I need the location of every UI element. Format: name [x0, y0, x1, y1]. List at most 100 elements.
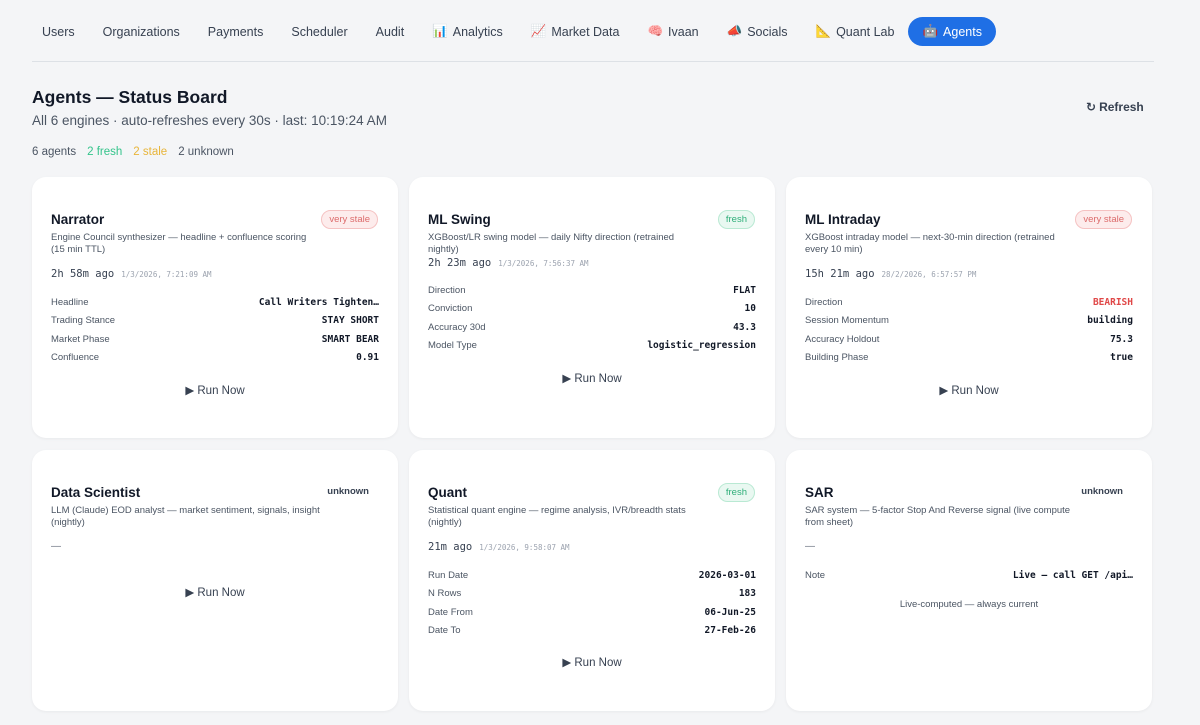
agent-description: Engine Council synthesizer — headline + … [51, 232, 307, 255]
agent-name: Narrator [51, 212, 105, 227]
agent-card-ml-swing: ML Swing fresh XGBoost/LR swing model — … [409, 177, 775, 438]
tab-quant-lab[interactable]: 📐 Quant Lab [802, 17, 909, 46]
metric-row: Model Type logistic_regression [428, 337, 756, 356]
tab-label: Organizations [102, 24, 180, 39]
count-stale: 2 stale [133, 146, 168, 158]
agent-name: SAR [805, 485, 834, 500]
metric-value: BEARISH [1092, 296, 1133, 308]
metric-row: Accuracy Holdout 75.3 [805, 330, 1133, 349]
metrics-list: Note Live — call GET /api… [805, 566, 1133, 585]
agent-description: SAR system — 5-factor Stop And Reverse s… [805, 505, 1071, 528]
agent-card-ml-intraday: ML Intraday very stale XGBoost intraday … [786, 177, 1152, 438]
agent-name: Quant [428, 485, 467, 500]
tab-label: Quant Lab [836, 24, 895, 39]
metric-label: Run Date [428, 569, 469, 581]
robot-icon: 🤖 [922, 24, 939, 38]
last-run-ago: 15h 21m ago [805, 268, 875, 280]
count-total: 6 agents [32, 146, 77, 158]
tab-organizations[interactable]: Organizations [89, 17, 194, 46]
metric-label: Session Momentum [805, 315, 889, 327]
metric-label: N Rows [428, 588, 462, 600]
metric-row: Accuracy 30d 43.3 [428, 318, 756, 337]
metric-value: Live — call GET /api… [1012, 569, 1133, 581]
metric-row: Note Live — call GET /api… [805, 566, 1133, 585]
metric-value: logistic_regression [647, 340, 756, 352]
metric-row: Date To 27-Feb-26 [428, 622, 756, 641]
metric-label: Date From [428, 606, 473, 618]
run-now-button[interactable]: ▶ Run Now [185, 587, 245, 599]
agent-description: XGBoost/LR swing model — daily Nifty dir… [428, 232, 675, 255]
metric-label: Date To [428, 625, 461, 637]
page-subtitle: All 6 engines · auto-refreshes every 30s… [32, 113, 387, 128]
last-run-timestamp: 1/3/2026, 7:21:09 AM [121, 270, 212, 279]
metric-value: 43.3 [733, 321, 756, 333]
metric-label: Accuracy Holdout [805, 333, 880, 345]
metrics-list: Run Date 2026-03-01 N Rows 183 Date From 06… [428, 566, 756, 640]
tab-agents[interactable]: 🤖 Agents [908, 17, 996, 46]
metrics-list: Direction FLAT Conviction 10 Accuracy 30d 4… [428, 281, 756, 355]
refresh-button[interactable]: ↻ Refresh [1086, 100, 1144, 114]
run-now-button[interactable]: ▶ Run Now [562, 657, 622, 669]
metric-label: Direction [428, 284, 466, 296]
tab-market-data[interactable]: 📈 Market Data [517, 17, 634, 46]
last-run-ago: 2h 58m ago [51, 268, 115, 280]
status-badge: very stale [321, 210, 378, 229]
metric-label: Note [805, 569, 826, 581]
tab-scheduler[interactable]: Scheduler [277, 17, 361, 46]
metric-value: 75.3 [1110, 333, 1133, 345]
run-now-button[interactable]: ▶ Run Now [185, 385, 245, 397]
tab-label: Payments [207, 24, 264, 39]
tab-label: Analytics [452, 24, 503, 39]
page-title: Agents — Status Board [32, 87, 228, 107]
metric-row: Confluence 0.91 [51, 349, 379, 368]
tab-label: Market Data [551, 24, 620, 39]
tab-label: Audit [375, 24, 405, 39]
tab-analytics[interactable]: 📊 Analytics [418, 17, 517, 46]
metric-row: Trading Stance STAY SHORT [51, 312, 379, 331]
status-badge: unknown [327, 486, 369, 497]
run-now-button[interactable]: ▶ Run Now [562, 373, 622, 385]
run-now-button[interactable]: ▶ Run Now [939, 385, 999, 397]
last-run-empty: — [805, 541, 815, 552]
tab-label: Socials [747, 24, 788, 39]
metric-value: Call Writers Tighten… [258, 296, 379, 308]
metrics-list: Direction BEARISH Session Momentum buildin… [805, 293, 1133, 367]
metric-label: Conviction [428, 303, 473, 315]
tab-payments[interactable]: Payments [194, 17, 278, 46]
metric-value: 27-Feb-26 [704, 625, 756, 637]
tab-label: Agents [943, 24, 982, 39]
agent-name: Data Scientist [51, 485, 141, 500]
metric-label: Model Type [428, 340, 477, 352]
metric-row: Direction BEARISH [805, 293, 1133, 312]
metric-value: 10 [744, 303, 756, 315]
last-run: 21m ago 1/3/2026, 9:58:07 AM [428, 541, 570, 553]
last-run-ago: 2h 23m ago [428, 257, 492, 269]
bar-chart-icon: 📊 [432, 24, 448, 38]
metric-value: 0.91 [356, 352, 379, 364]
status-badge: fresh [717, 483, 755, 502]
metric-row: Direction FLAT [428, 281, 756, 300]
metric-value: 2026-03-01 [698, 569, 756, 581]
agent-card-narrator: Narrator very stale Engine Council synth… [32, 177, 398, 438]
last-run: 2h 58m ago 1/3/2026, 7:21:09 AM [51, 268, 212, 280]
tab-socials[interactable]: 📣 Socials [713, 17, 802, 46]
metric-label: Building Phase [805, 352, 869, 364]
tab-audit[interactable]: Audit [362, 17, 419, 46]
metric-row: Headline Call Writers Tighten… [51, 293, 379, 312]
live-note: Live-computed — always current [899, 599, 1039, 610]
last-run-timestamp: 28/2/2026, 6:57:57 PM [881, 270, 977, 279]
top-nav: Users Organizations Payments Scheduler A… [28, 17, 996, 46]
tab-users[interactable]: Users [28, 17, 89, 46]
tab-ivaan[interactable]: 🧠 Ivaan [633, 17, 712, 46]
metric-value: SMART BEAR [321, 333, 379, 345]
refresh-icon: ↻ [1086, 100, 1097, 114]
agent-description: XGBoost intraday model — next-30-min dir… [805, 232, 1055, 255]
metric-row: Run Date 2026-03-01 [428, 566, 756, 585]
tab-label: Users [42, 24, 75, 39]
count-fresh: 2 fresh [87, 146, 123, 158]
last-run-empty: — [51, 541, 61, 552]
last-run-ago: 21m ago [428, 541, 473, 553]
metric-value: FLAT [733, 284, 756, 296]
metric-row: Session Momentum building [805, 312, 1133, 331]
metric-label: Confluence [51, 352, 100, 364]
